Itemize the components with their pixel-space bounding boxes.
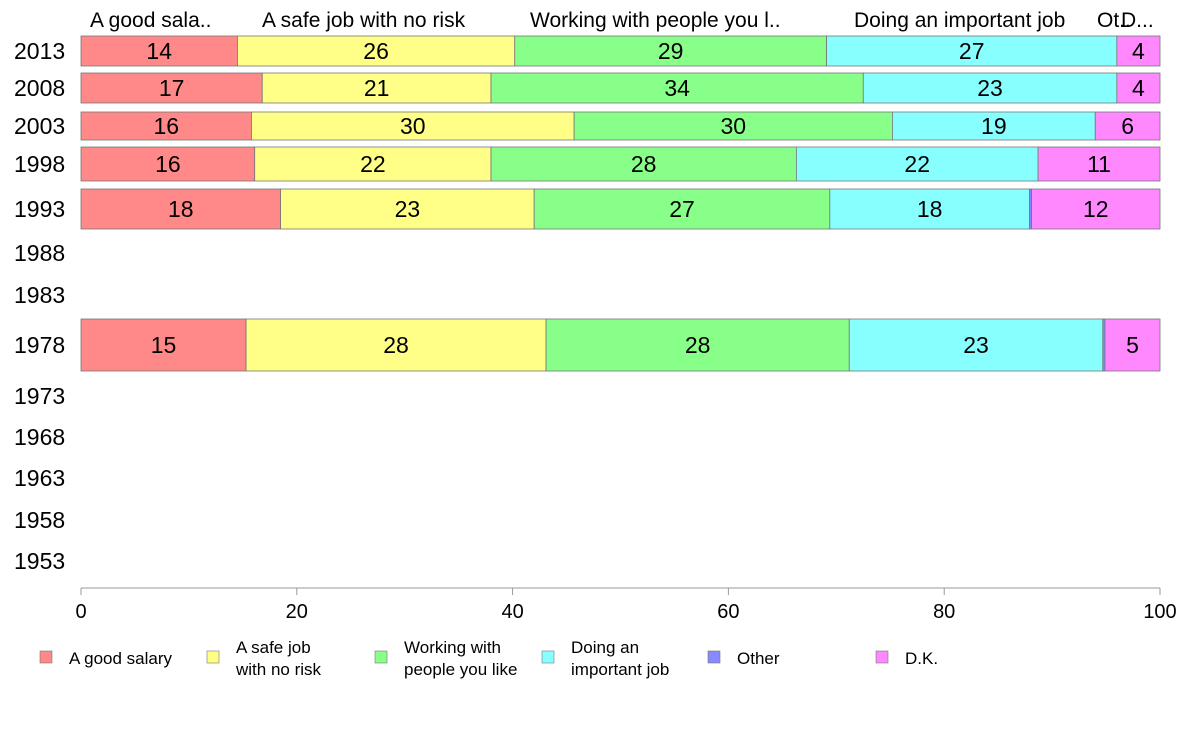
y-tick-label: 1988 <box>14 240 65 266</box>
bar-segment <box>1104 318 1161 372</box>
bar-value-label: 5 <box>1126 332 1139 358</box>
bar-segment <box>280 188 535 230</box>
x-tick-label: 80 <box>933 601 955 623</box>
bar-value-label: 17 <box>159 75 185 101</box>
bar-value-label: 16 <box>155 151 181 177</box>
legend-label: Other <box>737 649 780 668</box>
bar-segment <box>80 72 263 104</box>
bar-segment <box>237 35 516 67</box>
bar-value-label: 29 <box>658 38 684 64</box>
y-tick-label: 1973 <box>14 383 65 409</box>
bar-value-label: 23 <box>977 75 1003 101</box>
series-top-label: D... <box>1121 9 1154 32</box>
bar-segment <box>80 318 247 372</box>
series-top-label: Ot.. <box>1097 9 1131 32</box>
series-top-label: Working with people you l.. <box>530 9 781 32</box>
bar-value-label: 30 <box>400 113 426 139</box>
bar-value-label: 23 <box>963 332 989 358</box>
bar-segment <box>795 146 1039 182</box>
y-tick-label: 1993 <box>14 196 65 222</box>
bar-value-label: 16 <box>153 113 179 139</box>
bar-value-label: 28 <box>631 151 657 177</box>
y-tick-label: 2013 <box>14 38 65 64</box>
bar-value-label: 22 <box>360 151 386 177</box>
legend-label: Working with <box>404 638 501 657</box>
bar-value-label: 23 <box>395 196 421 222</box>
bar-segment <box>1094 111 1161 141</box>
bar-value-label: 26 <box>363 38 389 64</box>
bar-segment <box>490 146 797 182</box>
bar-segment <box>261 72 492 104</box>
legend-label: D.K. <box>905 649 938 668</box>
bar-segment <box>490 72 864 104</box>
y-tick-label: 1963 <box>14 465 65 491</box>
y-tick-label: 2008 <box>14 75 65 101</box>
bar-value-label: 15 <box>151 332 177 358</box>
bar-value-label: 11 <box>1087 151 1111 177</box>
series-top-label: Doing an important job <box>854 9 1065 32</box>
bar-segment <box>545 318 850 372</box>
bar-value-label: 30 <box>720 113 746 139</box>
bar-value-label: 27 <box>959 38 985 64</box>
legend-label: Doing an <box>571 638 639 657</box>
bar-value-label: 28 <box>685 332 711 358</box>
bar-value-label: 19 <box>981 113 1007 139</box>
y-tick-label: 1953 <box>14 548 65 574</box>
bar-segment <box>251 111 575 141</box>
bar-segment <box>573 111 893 141</box>
y-tick-label: 1998 <box>14 151 65 177</box>
legend-label: important job <box>571 660 669 679</box>
legend-label: A safe job <box>236 638 311 657</box>
x-tick-label: 40 <box>501 601 523 623</box>
x-tick-label: 0 <box>75 601 86 623</box>
bar-segment <box>829 188 1030 230</box>
legend-label: people you like <box>404 660 517 679</box>
y-tick-label: 1958 <box>14 507 65 533</box>
series-top-label: A safe job with no risk <box>262 9 466 32</box>
bar-value-label: 6 <box>1121 113 1134 139</box>
bar-segment <box>1116 35 1161 67</box>
bar-segment <box>1116 72 1161 104</box>
legend-swatch <box>875 650 889 664</box>
y-tick-label: 1978 <box>14 332 65 358</box>
bar-value-label: 12 <box>1083 196 1109 222</box>
bar-segment <box>892 111 1096 141</box>
legend-swatch <box>206 650 220 664</box>
x-tick-label: 60 <box>717 601 739 623</box>
bar-segment <box>1031 188 1161 230</box>
bar-value-label: 4 <box>1132 38 1145 64</box>
series-top-label: A good sala.. <box>90 9 211 32</box>
legend-swatch <box>707 650 721 664</box>
y-tick-label: 1968 <box>14 424 65 450</box>
bar-value-label: 27 <box>669 196 695 222</box>
legend-label: A good salary <box>69 649 173 668</box>
legend-swatch <box>374 650 388 664</box>
bar-segment <box>80 111 252 141</box>
x-tick-label: 100 <box>1143 601 1176 623</box>
bar-segment <box>1037 146 1161 182</box>
legend-label: with no risk <box>235 660 322 679</box>
y-tick-label: 2003 <box>14 113 65 139</box>
bar-value-label: 18 <box>168 196 194 222</box>
bar-segment <box>848 318 1104 372</box>
bar-value-label: 18 <box>917 196 943 222</box>
legend-swatch <box>39 650 53 664</box>
y-tick-label: 1983 <box>14 282 65 308</box>
bar-segment <box>862 72 1118 104</box>
legend-swatch <box>541 650 555 664</box>
bar-value-label: 14 <box>146 38 172 64</box>
bar-value-label: 34 <box>664 75 690 101</box>
bar-value-label: 22 <box>904 151 930 177</box>
x-tick-label: 20 <box>286 601 308 623</box>
bar-value-label: 4 <box>1132 75 1145 101</box>
bar-value-label: 28 <box>383 332 409 358</box>
bar-value-label: 21 <box>364 75 390 101</box>
